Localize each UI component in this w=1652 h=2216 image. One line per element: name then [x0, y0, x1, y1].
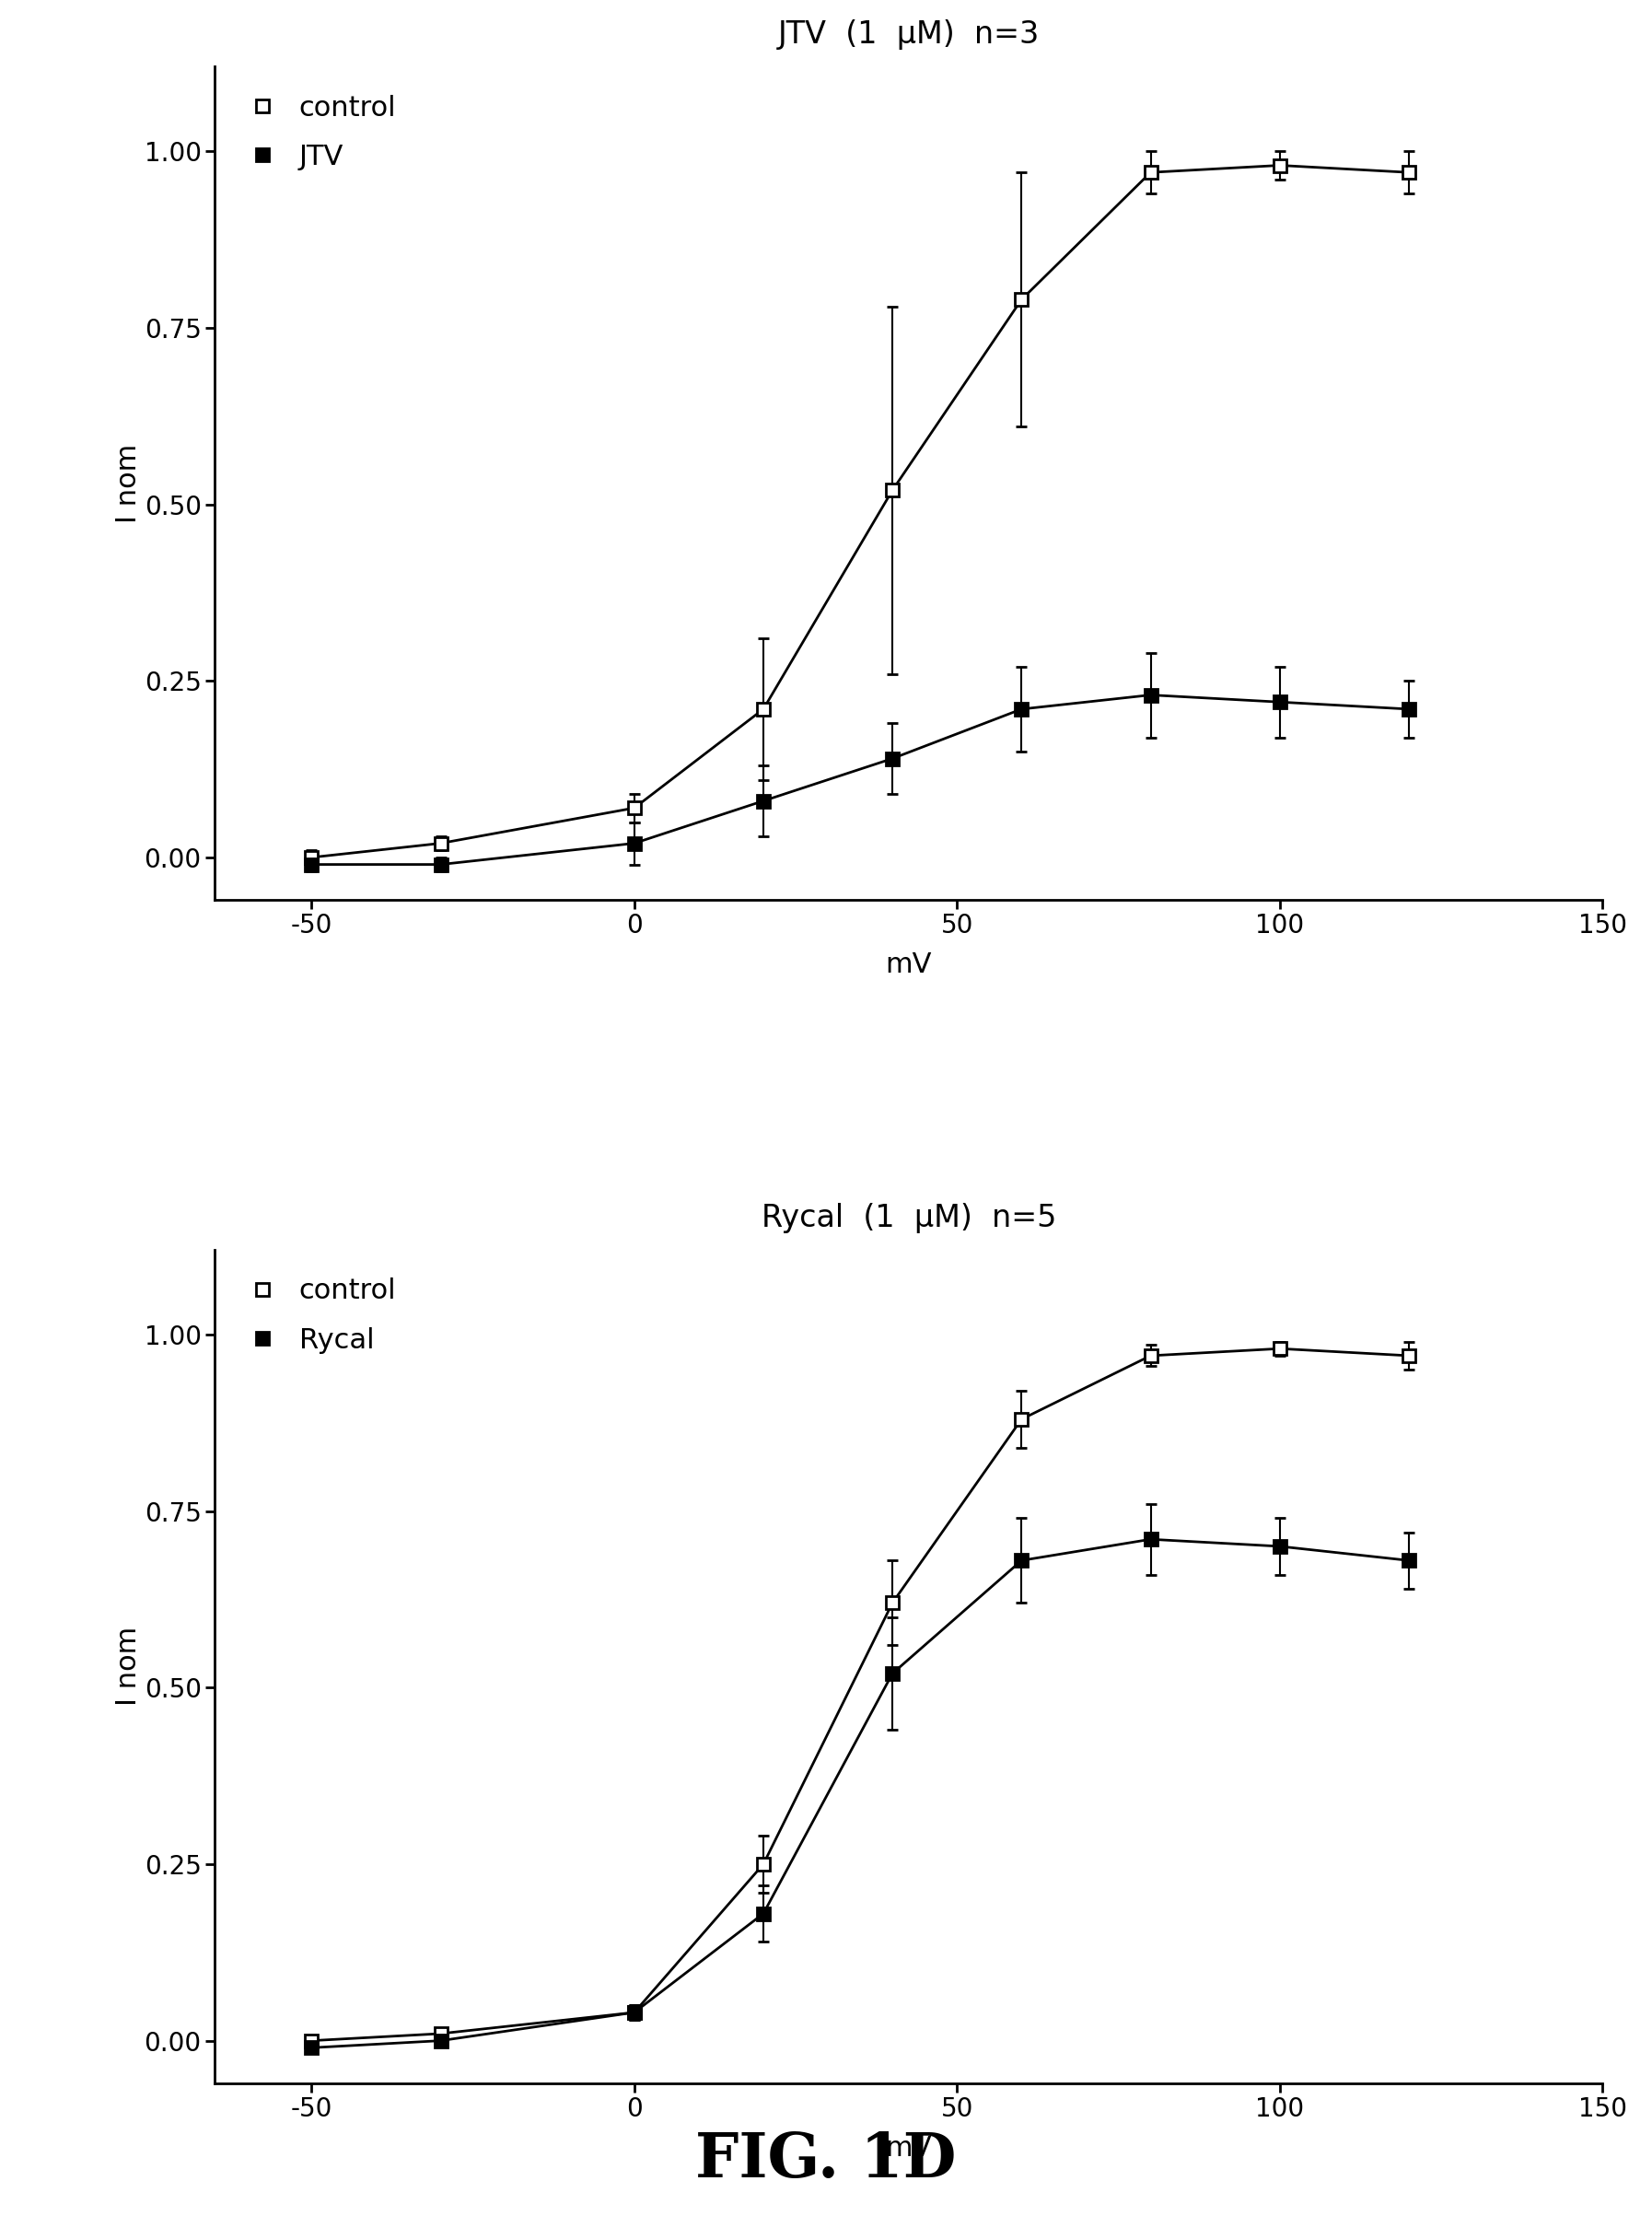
- Title: JTV  (1  μM)  n=3: JTV (1 μM) n=3: [778, 20, 1039, 51]
- Y-axis label: I nom: I nom: [116, 443, 142, 523]
- Y-axis label: I nom: I nom: [116, 1627, 142, 1706]
- Legend: control, Rycal: control, Rycal: [243, 1272, 401, 1358]
- Legend: control, JTV: control, JTV: [243, 89, 401, 175]
- X-axis label: mV: mV: [885, 953, 932, 979]
- X-axis label: mV: mV: [885, 2134, 932, 2163]
- Text: FIG. 1D: FIG. 1D: [695, 2130, 957, 2192]
- Title: Rycal  (1  μM)  n=5: Rycal (1 μM) n=5: [762, 1203, 1056, 1232]
